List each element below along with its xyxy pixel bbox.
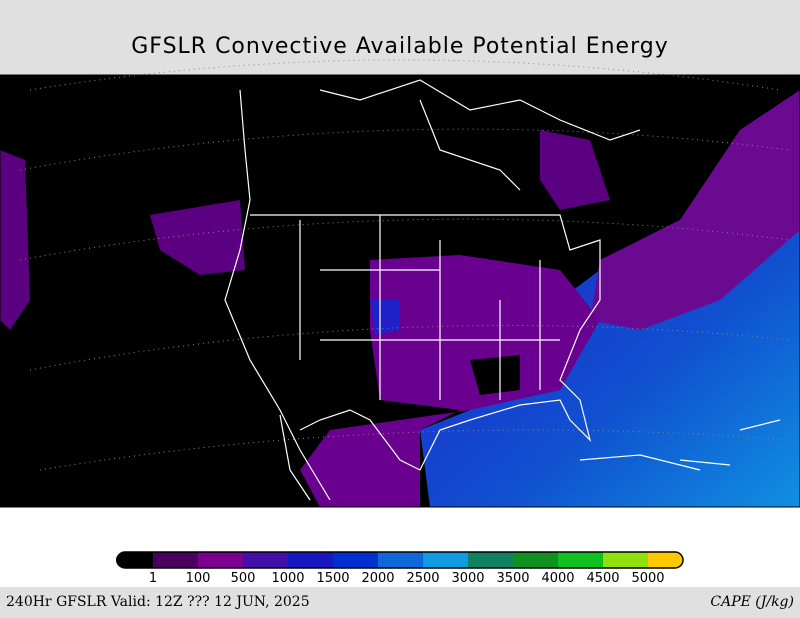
colorbar-segment: [378, 552, 423, 568]
map: [0, 59, 800, 508]
cape-canada-area: [540, 130, 610, 210]
colorbar-segment: [558, 552, 603, 568]
colorbar-label: 1: [149, 571, 157, 586]
colorbar-label: 2000: [361, 571, 394, 586]
state-borders: [299, 215, 560, 400]
colorbar-labels: 1 100 500 1000 1500 2000 2500 3000 3500 4000 4500 5…: [149, 571, 665, 586]
colorbar-label: 4000: [541, 571, 574, 586]
colorbar-label: 3500: [496, 571, 529, 586]
canada-coast: [319, 79, 641, 191]
colorbar-label: 4500: [586, 571, 619, 586]
colorbar-segment: [648, 552, 683, 568]
footer-left: 240Hr GFSLR Valid: 12Z ??? 12 JUN, 2025: [6, 594, 310, 610]
footer-right: CAPE (J/kg): [710, 594, 794, 610]
colorbar-segment: [153, 552, 198, 568]
cape-west-area: [0, 150, 30, 330]
colorbar: 1 100 500 1000 1500 2000 2500 3000 3500 4000 4500 5…: [116, 551, 684, 586]
cape-pacific-area: [150, 200, 245, 275]
caribbean-islands: [579, 419, 781, 471]
cape-atlantic-area: [590, 90, 800, 330]
cape-minimum: [470, 355, 520, 395]
title: GFSLR Convective Available Potential Ene…: [131, 34, 668, 59]
colorbar-segment: [288, 552, 333, 568]
coastline: [224, 89, 601, 501]
colorbar-segment: [468, 552, 513, 568]
header-band: [0, 0, 800, 75]
colorbar-label: 3000: [451, 571, 484, 586]
colorbar-label: 2500: [406, 571, 439, 586]
colorbar-segment: [423, 552, 468, 568]
colorbar-frame: [116, 551, 684, 569]
colorbar-label: 1500: [316, 571, 349, 586]
colorbar-segment: [333, 552, 378, 568]
map-frame: [0, 74, 800, 508]
colorbar-label: 100: [186, 571, 211, 586]
colorbar-segment: [603, 552, 648, 568]
colorbar-label: 5000: [631, 571, 664, 586]
colorbar-label: 1000: [271, 571, 304, 586]
colorbar-segment: [513, 552, 558, 568]
footer-band: [0, 587, 800, 618]
colorbar-label: 500: [231, 571, 256, 586]
colorbar-segment: [116, 552, 163, 568]
cape-spot: [370, 300, 400, 335]
colorbar-segment: [198, 552, 243, 568]
colorbar-segment: [243, 552, 288, 568]
